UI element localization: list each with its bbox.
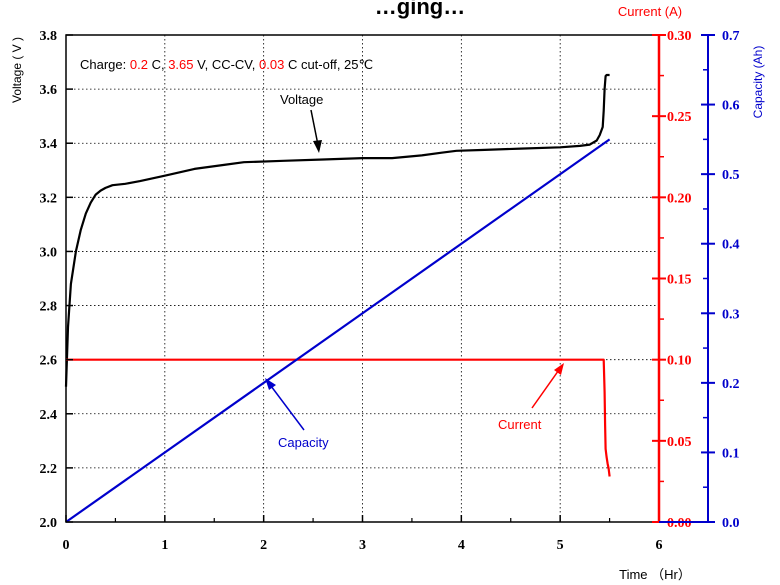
x-tick-label: 5 xyxy=(557,538,564,553)
current-tick-label: 0.30 xyxy=(667,29,692,44)
voltage-arrow-head xyxy=(313,140,322,153)
chart-title: …ging… xyxy=(375,0,465,19)
series-capacity-line xyxy=(65,138,611,523)
capacity-tick-label: 0.6 xyxy=(722,99,740,114)
grid-lines xyxy=(66,35,659,522)
charge-note-part: 3.65 xyxy=(168,57,193,72)
capacity-tick-label: 0.4 xyxy=(722,238,740,253)
capacity-axis: 0.0 0.1 0.2 0.3 0.4 0.5 0.6 0.7 xyxy=(659,29,740,531)
current-axis: 0.00 0.05 0.10 0.15 0.20 0.25 0.30 xyxy=(652,29,692,531)
capacity-annotation: Capacity xyxy=(278,435,329,450)
capacity-arrow-head xyxy=(265,378,276,390)
charge-note-part: 0.03 xyxy=(259,57,284,72)
capacity-arrow xyxy=(267,381,305,431)
current-tick-label: 0.05 xyxy=(667,435,692,450)
charge-conditions-annotation: Charge: 0.2 C, 3.65 V, CC-CV, 0.03 C cut… xyxy=(80,57,373,72)
current-tick-label: 0.25 xyxy=(667,110,692,125)
capacity-tick-label: 0.2 xyxy=(722,377,740,392)
current-tick-label: 0.10 xyxy=(667,354,692,369)
charge-note-part: C, xyxy=(148,57,168,72)
voltage-axis-label: Voltage ( V ) xyxy=(10,37,24,103)
voltage-tick-label: 3.0 xyxy=(40,245,58,260)
voltage-tick-label: 2.2 xyxy=(40,462,58,477)
capacity-axis-label: Capacity (Ah) xyxy=(751,46,765,119)
charge-note-part: 0.2 xyxy=(130,57,148,72)
capacity-tick-label: 0.5 xyxy=(722,168,740,183)
capacity-tick-label: 0.3 xyxy=(722,307,740,322)
voltage-tick-label: 2.6 xyxy=(40,354,58,369)
voltage-tick-label: 2.0 xyxy=(40,516,58,531)
series-voltage-line xyxy=(64,73,610,387)
voltage-tick-label: 3.6 xyxy=(40,83,58,98)
x-axis-label: Time （Hr） xyxy=(619,567,691,582)
voltage-annotation: Voltage xyxy=(280,92,323,107)
x-tick-label: 4 xyxy=(458,538,465,553)
capacity-tick-label: 0.0 xyxy=(722,516,740,531)
current-annotation: Current xyxy=(498,417,542,432)
x-tick-label: 6 xyxy=(656,538,663,553)
current-callout: Current xyxy=(498,363,564,432)
voltage-tick-label: 2.8 xyxy=(40,300,58,315)
charge-note-part: C cut-off, 25℃ xyxy=(284,57,373,72)
voltage-callout: Voltage xyxy=(280,92,323,153)
series-layer xyxy=(64,73,611,523)
x-axis: 0 1 2 3 4 5 6 xyxy=(63,515,663,553)
voltage-tick-label: 2.4 xyxy=(40,408,58,423)
charge-note-part: V, CC-CV, xyxy=(194,57,260,72)
capacity-tick-label: 0.1 xyxy=(722,446,740,461)
capacity-tick-label: 0.7 xyxy=(722,29,740,44)
x-tick-label: 0 xyxy=(63,538,70,553)
x-tick-label: 3 xyxy=(359,538,366,553)
current-tick-label: 0.00 xyxy=(667,516,692,531)
voltage-tick-label: 3.8 xyxy=(40,29,58,44)
series-current-line xyxy=(66,358,611,477)
x-tick-label: 2 xyxy=(260,538,267,553)
x-tick-label: 1 xyxy=(161,538,168,553)
charge-note-part: Charge: xyxy=(80,57,130,72)
capacity-callout: Capacity xyxy=(265,378,329,450)
voltage-tick-label: 3.4 xyxy=(40,137,58,152)
current-axis-label: Current (A) xyxy=(618,4,682,19)
voltage-tick-label: 3.2 xyxy=(40,191,58,206)
current-arrow-head xyxy=(554,363,564,375)
current-tick-label: 0.20 xyxy=(667,191,692,206)
current-tick-label: 0.15 xyxy=(667,273,692,288)
voltage-axis: 2.0 2.2 2.4 2.6 2.8 3.0 3.2 3.4 3.6 3.8 xyxy=(40,29,73,531)
current-arrow xyxy=(531,366,562,409)
